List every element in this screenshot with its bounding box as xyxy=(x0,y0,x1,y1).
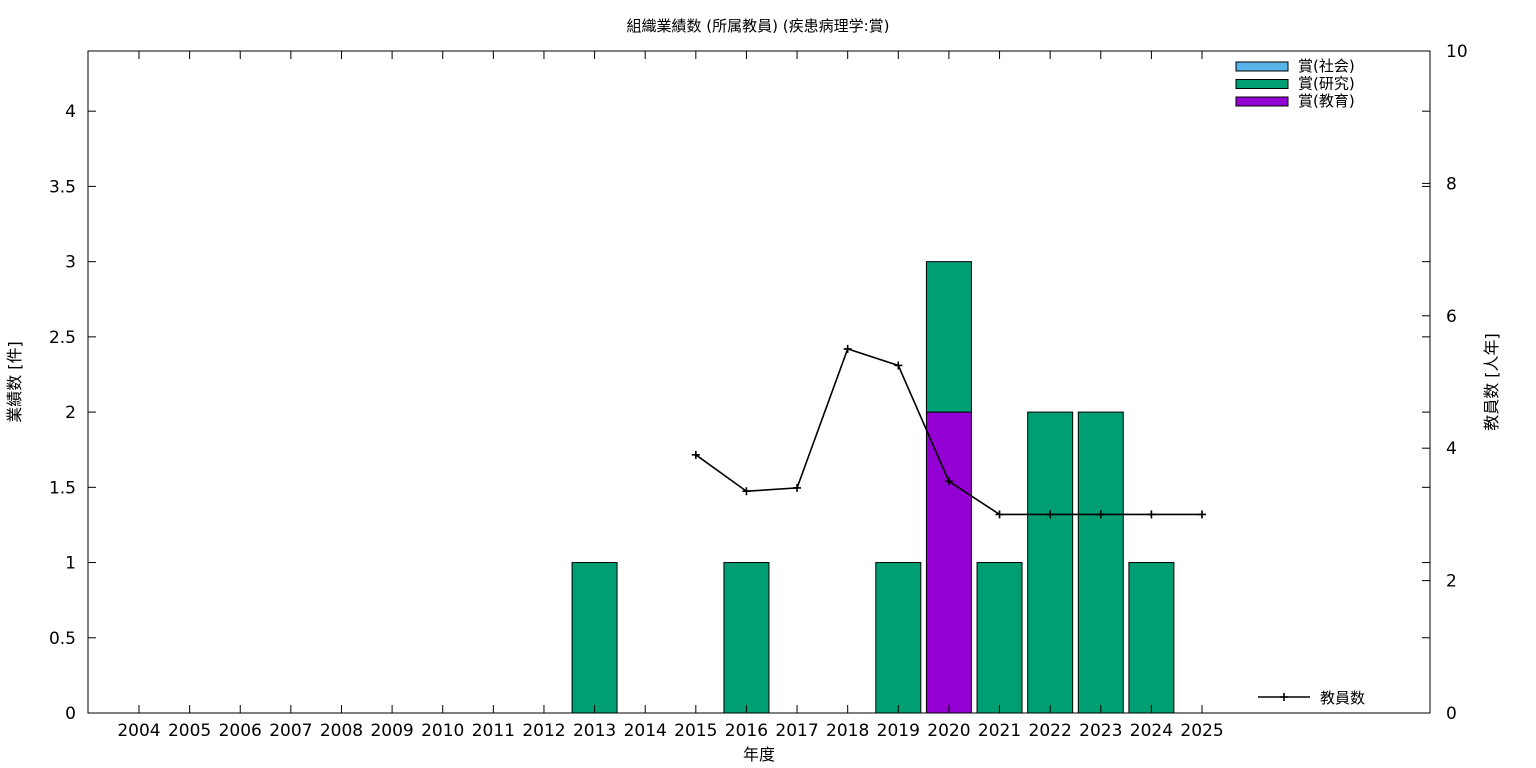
line-point xyxy=(995,510,1004,519)
y-tick-label: 2.5 xyxy=(49,328,76,348)
line-point xyxy=(691,450,700,459)
x-axis-label: 年度 xyxy=(743,745,775,764)
x-tick-label: 2013 xyxy=(573,721,616,741)
line-point xyxy=(944,477,953,486)
y2-axis: 0 2 4 6 8 10 xyxy=(1422,42,1468,724)
chart-title: 組織業績数 (所属教員) (疾患病理学:賞) xyxy=(627,17,890,35)
line-legend-marker xyxy=(1280,693,1288,701)
y-tick-label: 0.5 xyxy=(49,629,76,649)
bar-2020-賞(研究) xyxy=(925,261,972,413)
legend-swatch xyxy=(1235,79,1289,89)
line-legend: 教員数 xyxy=(1258,689,1365,707)
line-point xyxy=(843,344,852,353)
plot-frame xyxy=(87,50,1431,714)
x-tick-label: 2022 xyxy=(1029,721,1072,741)
line-point xyxy=(1147,510,1156,519)
line-point xyxy=(1046,510,1055,519)
bar-2021-賞(研究) xyxy=(976,562,1023,714)
bars-layer xyxy=(571,261,1175,714)
legend-label: 賞(社会) xyxy=(1298,57,1355,75)
x-tick-label: 2006 xyxy=(219,721,262,741)
y-axis: 0 0.5 1 1.5 2 2.5 3 3.5 4 xyxy=(49,102,1430,724)
bar-2024-賞(研究) xyxy=(1128,562,1175,714)
bar-2023-賞(研究) xyxy=(1077,411,1124,714)
x-axis: 2004 2005 2006 2007 2008 2009 2010 2011 2012 2013… xyxy=(117,51,1224,741)
x-tick-label: 2011 xyxy=(472,721,515,741)
y2-tick-label: 4 xyxy=(1446,439,1457,459)
line-point xyxy=(1096,510,1105,519)
x-tick-label: 2019 xyxy=(877,721,920,741)
y2-tick-label: 10 xyxy=(1446,42,1468,62)
bar-2016-賞(研究) xyxy=(723,562,770,714)
bar-2022-賞(研究) xyxy=(1027,411,1074,714)
y-axis-label: 業績数 [件] xyxy=(5,341,24,423)
bar-2013-賞(研究) xyxy=(571,562,618,714)
legend: 賞(社会)賞(研究)賞(教育) xyxy=(1235,57,1355,110)
y2-tick-label: 0 xyxy=(1446,704,1457,724)
y-tick-label: 3.5 xyxy=(49,177,76,197)
y-tick-label: 4 xyxy=(65,102,76,122)
line-layer xyxy=(691,344,1207,519)
y-tick-label: 3 xyxy=(65,253,76,273)
line-point xyxy=(742,487,751,496)
legend-swatch xyxy=(1235,96,1289,107)
x-tick-label: 2023 xyxy=(1079,721,1122,741)
x-tick-label: 2005 xyxy=(168,721,211,741)
x-tick-label: 2016 xyxy=(725,721,768,741)
y-tick-label: 1.5 xyxy=(49,478,76,498)
x-tick-label: 2004 xyxy=(117,721,160,741)
x-tick-label: 2012 xyxy=(522,721,565,741)
bar-2020-賞(教育) xyxy=(925,411,972,714)
y-tick-label: 0 xyxy=(65,704,76,724)
x-tick-label: 2015 xyxy=(674,721,717,741)
legend-label: 賞(教育) xyxy=(1298,92,1355,110)
legend-swatch xyxy=(1235,61,1289,72)
line-point xyxy=(793,483,802,492)
x-tick-label: 2025 xyxy=(1180,721,1223,741)
x-tick-label: 2007 xyxy=(269,721,312,741)
x-tick-label: 2010 xyxy=(421,721,464,741)
x-tick-label: 2021 xyxy=(978,721,1021,741)
y-tick-label: 1 xyxy=(65,554,76,574)
x-tick-label: 2024 xyxy=(1130,721,1173,741)
x-tick-label: 2014 xyxy=(624,721,667,741)
legend-label: 賞(研究) xyxy=(1298,75,1355,93)
y2-tick-label: 2 xyxy=(1446,572,1457,592)
line-legend-label: 教員数 xyxy=(1320,689,1365,707)
x-tick-label: 2009 xyxy=(370,721,413,741)
line-point xyxy=(1198,510,1207,519)
line-point xyxy=(894,361,903,370)
y2-axis-label: 教員数 [人年] xyxy=(1482,333,1501,431)
bar-2019-賞(研究) xyxy=(875,562,922,714)
x-tick-label: 2008 xyxy=(320,721,363,741)
x-tick-label: 2020 xyxy=(927,721,970,741)
y2-tick-label: 6 xyxy=(1446,307,1457,327)
y2-tick-label: 8 xyxy=(1446,174,1457,194)
x-tick-label: 2017 xyxy=(775,721,818,741)
y-tick-label: 2 xyxy=(65,403,76,423)
x-tick-label: 2018 xyxy=(826,721,869,741)
